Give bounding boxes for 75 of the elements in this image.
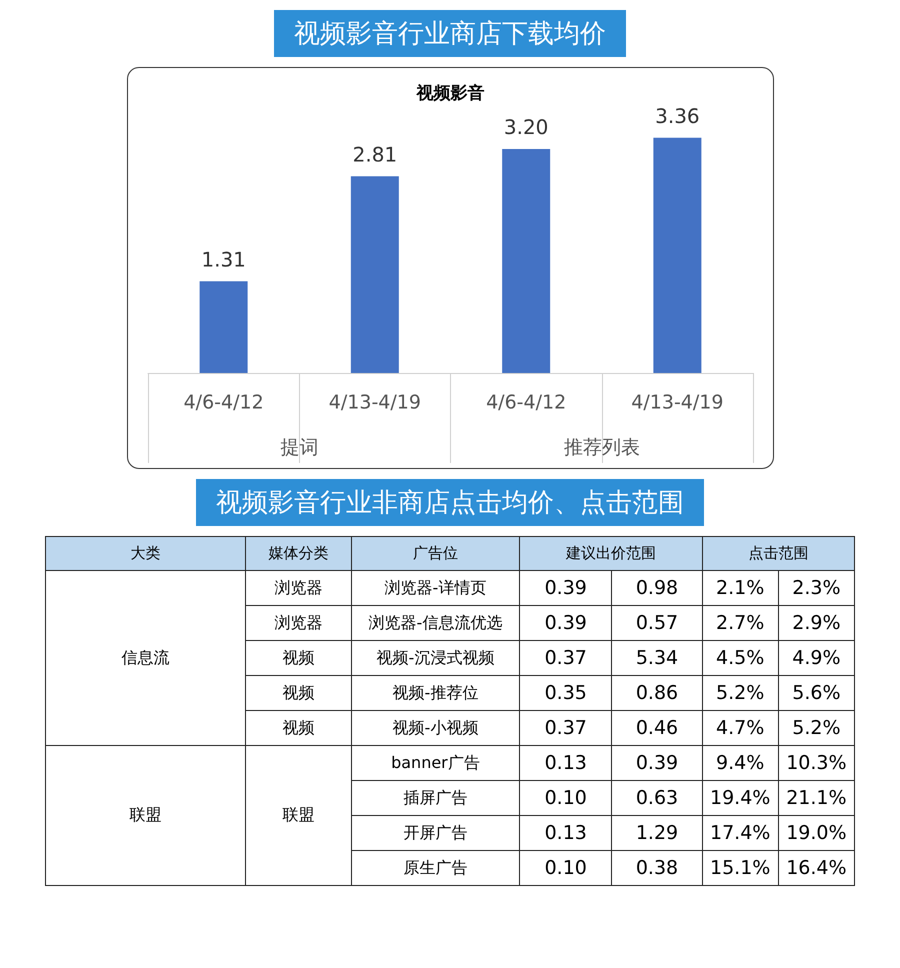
text: 0.10 [520, 850, 612, 886]
text: 0.39 [520, 570, 612, 606]
text: 视频影音行业非商店点击均价、点击范围 [196, 479, 704, 526]
text: 原生广告 [351, 850, 520, 886]
text: 媒体分类 [246, 536, 352, 570]
text: 5.6% [778, 676, 854, 710]
text: 大类 [46, 536, 246, 570]
text: 0.98 [612, 570, 702, 606]
chart-title: 视频影音行业商店下载均价 [274, 10, 626, 57]
text: 视频 [246, 640, 352, 676]
text: 16.4% [778, 850, 854, 886]
bar [199, 281, 248, 373]
data-label: 2.81 [352, 142, 397, 166]
text: 浏览器-信息流优选 [351, 606, 520, 640]
text: 视频-小视频 [351, 710, 520, 746]
text: 5.34 [612, 640, 702, 676]
text: 提词 [280, 436, 318, 458]
data-label: 3.36 [654, 104, 700, 128]
text: 插屏广告 [351, 780, 520, 816]
text: 19.0% [778, 816, 854, 850]
text: 0.10 [520, 780, 612, 816]
text: 视频-推荐位 [351, 676, 520, 710]
text: 2.7% [702, 606, 778, 640]
text: 0.46 [612, 710, 702, 746]
text: 广告位 [351, 536, 520, 570]
text: 开屏广告 [351, 816, 520, 850]
bar [652, 138, 701, 373]
x-tick-label: 4/13-4/19 [328, 392, 420, 414]
text: 视频 [246, 710, 352, 746]
text: 推荐列表 [563, 436, 640, 458]
text: 21.1% [778, 780, 854, 816]
text: banner广告 [351, 746, 520, 780]
text: 视频 [246, 676, 352, 710]
x-tick-label: 4/13-4/19 [630, 392, 723, 414]
text: 0.13 [520, 816, 612, 850]
text: 15.1% [702, 850, 778, 886]
text: 0.37 [520, 710, 612, 746]
text: 浏览器 [246, 606, 352, 640]
x-tick-label: 4/6-4/12 [183, 392, 264, 414]
text: 5.2% [702, 676, 778, 710]
text: 建议出价范围 [520, 536, 702, 570]
text: 视频-沉浸式视频 [351, 640, 520, 676]
text: 2.9% [778, 606, 854, 640]
text: 点击范围 [702, 536, 854, 570]
text: 0.37 [520, 640, 612, 676]
text: 0.13 [520, 746, 612, 780]
text: 1.29 [612, 816, 702, 850]
bar [502, 149, 550, 373]
text: 4.5% [702, 640, 778, 676]
text: 0.63 [612, 780, 702, 816]
data-label: 1.31 [200, 247, 246, 272]
text: 0.86 [612, 676, 702, 710]
text: 2.1% [702, 570, 778, 606]
text: 联盟 [46, 746, 246, 886]
text: 信息流 [46, 570, 246, 746]
text: 19.4% [702, 780, 778, 816]
text: 联盟 [246, 746, 352, 886]
data-label: 3.20 [503, 115, 548, 139]
chart-subtitle: 视频影音 [415, 84, 484, 104]
bar [350, 176, 398, 373]
text: 0.39 [520, 606, 612, 640]
text: 浏览器 [246, 570, 352, 606]
text: 4.7% [702, 710, 778, 746]
text: 0.35 [520, 676, 612, 710]
text: 17.4% [702, 816, 778, 850]
text: 9.4% [702, 746, 778, 780]
text: 2.3% [778, 570, 854, 606]
text: 0.57 [612, 606, 702, 640]
text: 5.2% [778, 710, 854, 746]
text: 0.38 [612, 850, 702, 886]
text: 10.3% [778, 746, 854, 780]
text: 4.9% [778, 640, 854, 676]
text: 0.39 [612, 746, 702, 780]
text: 浏览器-详情页 [351, 570, 520, 606]
x-tick-label: 4/6-4/12 [486, 392, 566, 414]
